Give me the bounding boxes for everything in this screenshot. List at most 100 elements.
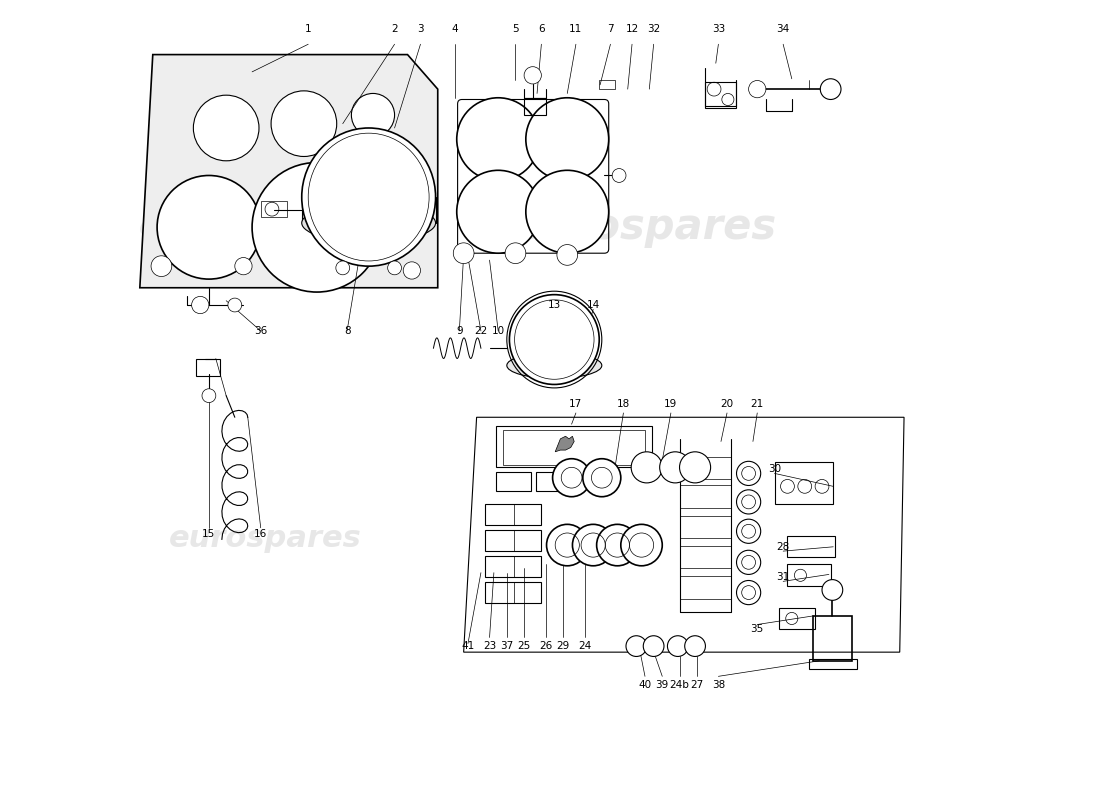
Text: 4: 4: [452, 24, 459, 34]
Circle shape: [737, 550, 761, 574]
Text: 7: 7: [607, 24, 614, 34]
Text: 14: 14: [586, 300, 600, 310]
Circle shape: [572, 524, 614, 566]
Circle shape: [234, 258, 252, 274]
Circle shape: [737, 490, 761, 514]
Bar: [705, 82, 736, 108]
Circle shape: [737, 581, 761, 605]
Circle shape: [626, 636, 647, 657]
Text: 3: 3: [417, 24, 424, 34]
Text: 26: 26: [539, 641, 552, 651]
Circle shape: [631, 452, 662, 483]
Text: 31: 31: [777, 572, 790, 582]
Text: 1: 1: [305, 24, 311, 34]
Bar: [774, 462, 833, 504]
Circle shape: [822, 580, 843, 600]
Text: 34: 34: [777, 24, 790, 34]
Text: 5: 5: [513, 24, 519, 34]
Bar: [680, 576, 732, 598]
Text: 29: 29: [557, 641, 570, 651]
Text: 40: 40: [638, 680, 651, 690]
Bar: [485, 530, 541, 551]
Circle shape: [821, 78, 842, 99]
Circle shape: [668, 636, 689, 657]
Circle shape: [644, 636, 664, 657]
Text: 24: 24: [578, 641, 591, 651]
Text: 36: 36: [254, 326, 267, 336]
Circle shape: [526, 98, 608, 181]
Circle shape: [737, 519, 761, 543]
Text: 19: 19: [664, 399, 678, 410]
Circle shape: [613, 169, 626, 182]
Circle shape: [684, 636, 705, 657]
Circle shape: [252, 162, 382, 292]
Bar: [680, 457, 732, 479]
Text: 23: 23: [483, 641, 496, 651]
Text: 9: 9: [456, 326, 463, 336]
Bar: [680, 546, 732, 568]
Bar: [788, 535, 835, 557]
Ellipse shape: [507, 353, 602, 378]
Bar: [524, 98, 546, 115]
Text: eurospares: eurospares: [139, 213, 331, 242]
Bar: [680, 486, 732, 508]
Circle shape: [526, 170, 608, 254]
Bar: [485, 505, 541, 526]
Text: 21: 21: [750, 399, 763, 410]
Text: 33: 33: [712, 24, 725, 34]
Circle shape: [456, 98, 540, 181]
Circle shape: [660, 452, 691, 483]
Text: 22: 22: [474, 326, 487, 336]
Circle shape: [749, 81, 766, 98]
Bar: [485, 582, 541, 603]
Bar: [600, 81, 615, 89]
Circle shape: [620, 524, 662, 566]
Circle shape: [505, 243, 526, 263]
Text: 11: 11: [570, 24, 583, 34]
Text: 41: 41: [461, 641, 474, 651]
Text: 16: 16: [254, 529, 267, 539]
Text: 10: 10: [492, 326, 505, 336]
Text: 12: 12: [626, 24, 639, 34]
Circle shape: [583, 458, 620, 497]
Circle shape: [404, 262, 420, 279]
Text: eurospares: eurospares: [514, 206, 777, 248]
Bar: [496, 472, 531, 490]
Circle shape: [557, 245, 578, 266]
Bar: [810, 659, 857, 670]
Bar: [485, 556, 541, 577]
Circle shape: [596, 524, 638, 566]
Text: 8: 8: [344, 326, 351, 336]
Polygon shape: [556, 436, 574, 452]
Bar: [788, 564, 831, 586]
Bar: [536, 472, 571, 490]
Circle shape: [191, 296, 209, 314]
Circle shape: [456, 170, 540, 254]
Circle shape: [509, 294, 600, 385]
Ellipse shape: [301, 203, 436, 242]
Bar: [196, 358, 220, 376]
Text: 38: 38: [712, 680, 725, 690]
Circle shape: [351, 94, 395, 137]
Text: 18: 18: [617, 399, 630, 410]
Text: 27: 27: [690, 680, 703, 690]
Circle shape: [336, 261, 350, 274]
Bar: [503, 430, 645, 465]
Circle shape: [524, 66, 541, 84]
Text: 35: 35: [750, 624, 763, 634]
Circle shape: [271, 91, 337, 157]
Text: 2: 2: [392, 24, 398, 34]
Text: 32: 32: [647, 24, 660, 34]
Polygon shape: [140, 54, 438, 288]
Circle shape: [202, 389, 216, 402]
Circle shape: [387, 261, 402, 274]
Text: 20: 20: [720, 399, 734, 410]
Circle shape: [228, 298, 242, 312]
Text: eurospares: eurospares: [168, 524, 362, 553]
Circle shape: [194, 95, 258, 161]
Bar: [779, 608, 815, 629]
Bar: [496, 426, 652, 467]
Circle shape: [547, 524, 589, 566]
Text: 13: 13: [548, 300, 561, 310]
Bar: [813, 616, 852, 661]
